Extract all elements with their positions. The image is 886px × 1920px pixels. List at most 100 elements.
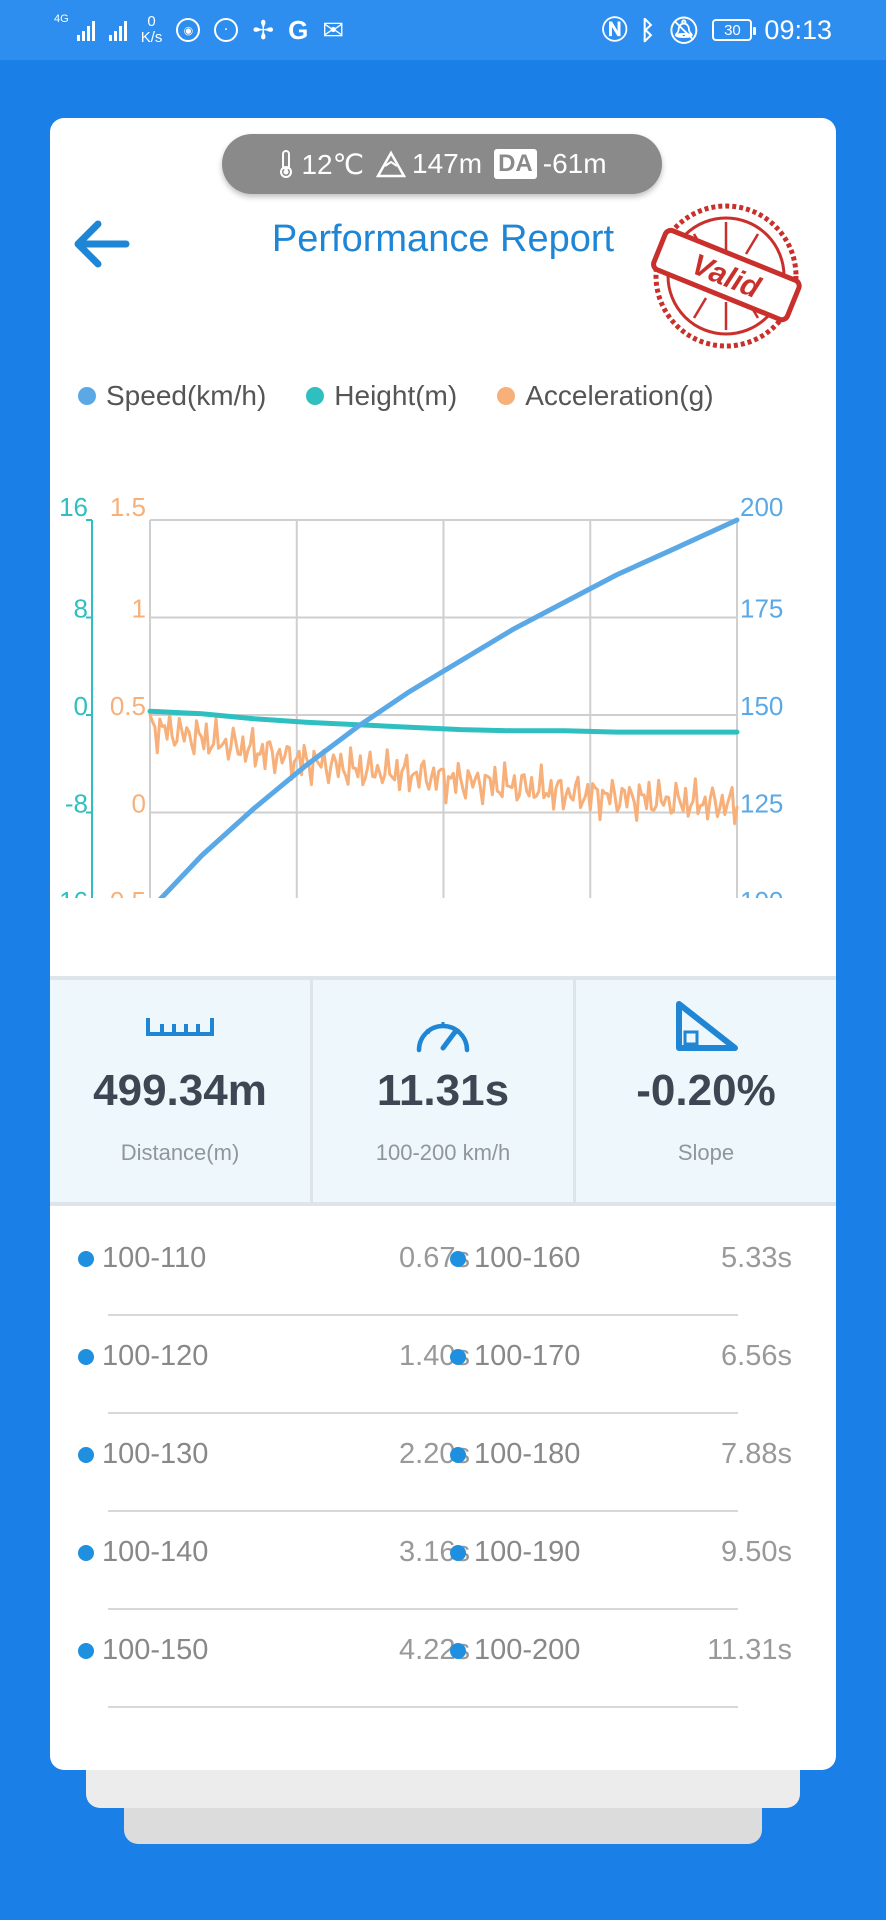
tick-label-height: 8 (74, 594, 88, 624)
network-speed-value: 0 (147, 13, 156, 30)
split-range-left: 100-120 (78, 1340, 208, 1373)
split-time-right: 9.50s (721, 1536, 792, 1568)
page-title: Performance Report (271, 218, 615, 260)
performance-chart: 16 8 0 -8 -16 1.5 1 0.5 0 -0.5 200 175 150 125 100 (50, 492, 783, 898)
bullet-icon (450, 1642, 466, 1659)
bullet-icon (78, 1250, 94, 1267)
split-range-left: 100-110 (78, 1242, 206, 1275)
row-divider (108, 1412, 738, 1414)
back-arrow-icon[interactable] (68, 214, 132, 274)
legend-acceleration-dot (497, 387, 516, 405)
density-altitude-value: -61m (542, 148, 607, 179)
bluetooth-icon: ᛒ (639, 15, 656, 45)
legend-speed[interactable]: Speed(km/h) (78, 380, 266, 412)
valid-stamp-icon: Valid (651, 203, 802, 349)
row-divider (108, 1510, 738, 1512)
range-text: 100-110 (102, 1242, 207, 1274)
split-range-right: 100-190 (450, 1536, 580, 1569)
range-text: 100-150 (102, 1634, 209, 1666)
target-icon: ◉ (176, 18, 201, 42)
distance-label: Distance(m) (120, 1140, 240, 1165)
range-text: 100-120 (102, 1340, 209, 1372)
tick-label-height: 16 (59, 492, 88, 522)
mail-icon: ✉ (322, 15, 345, 45)
split-row: 100-140 3.16s 100-190 9.50s (50, 1512, 836, 1610)
row-divider (108, 1314, 738, 1316)
tick-label-speed: 175 (740, 594, 783, 624)
signal-icon (76, 19, 95, 41)
legend-height-dot (306, 387, 325, 405)
altitude-value: 147m (412, 148, 483, 179)
stat-time: 11.31s 100-200 km/h (313, 980, 576, 1202)
split-row: 100-150 4.22s 100-200 11.31s (50, 1610, 836, 1708)
row-divider (108, 1706, 738, 1708)
split-row: 100-110 0.67s 100-160 5.33s (50, 1218, 836, 1316)
temperature: 12℃ (277, 148, 364, 181)
fan-icon: ✢ (252, 15, 275, 45)
split-range-left: 100-150 (78, 1634, 208, 1667)
tick-label-height: 0 (74, 691, 88, 721)
thermometer-icon (280, 150, 293, 178)
split-range-right: 100-160 (450, 1242, 580, 1275)
status-bar: 4G 0 K/s ◉ · ✢ G ✉ Ⓝ ᛒ 🔕︎ 30 09:13 (0, 0, 886, 60)
split-time-right: 5.33s (721, 1242, 792, 1274)
summary-stats: 499.34m Distance(m) 11.31s 100-200 km/h (50, 976, 836, 1206)
series-line-speed (157, 517, 740, 898)
row-divider (108, 1608, 738, 1610)
tick-label-speed: 100 (740, 886, 783, 898)
time-label: 100-200 km/h (375, 1140, 511, 1165)
tick-label-speed: 150 (740, 691, 783, 721)
chart-legend: Speed(km/h) Height(m) Acceleration(g) (78, 380, 754, 412)
bullet-icon (78, 1446, 94, 1463)
bullet-icon (78, 1348, 94, 1365)
slope-label: Slope (677, 1140, 735, 1165)
split-time-right: 6.56s (721, 1340, 792, 1372)
stat-slope: -0.20% Slope (576, 980, 836, 1202)
range-text: 100-130 (102, 1438, 209, 1470)
split-row: 100-130 2.20s 100-180 7.88s (50, 1414, 836, 1512)
legend-acceleration[interactable]: Acceleration(g) (497, 380, 714, 412)
bullet-icon (450, 1250, 466, 1267)
legend-speed-label: Speed(km/h) (106, 380, 267, 411)
slope-icon (676, 1001, 738, 1051)
status-right: Ⓝ ᛒ 🔕︎ 30 09:13 (602, 10, 832, 50)
distance-value: 499.34m (93, 1066, 267, 1115)
legend-height[interactable]: Height(m) (306, 380, 457, 412)
mute-icon: 🔕︎ (667, 15, 701, 45)
legend-speed-dot (78, 387, 96, 405)
altitude: 147m (376, 148, 482, 180)
nfc-icon: Ⓝ (601, 15, 628, 45)
split-range-right: 100-200 (450, 1634, 580, 1667)
range-text: 100-190 (474, 1536, 581, 1568)
app-circle-icon: · (214, 18, 239, 42)
density-altitude: DA -61m (494, 148, 607, 180)
network-speed: 0 K/s (141, 14, 163, 46)
legend-acceleration-label: Acceleration(g) (525, 380, 714, 411)
bullet-icon (450, 1544, 466, 1561)
bullet-icon (450, 1348, 466, 1365)
mountain-icon (376, 150, 407, 178)
range-text: 100-180 (474, 1438, 581, 1470)
split-time-right: 11.31s (707, 1634, 792, 1666)
report-card: 12℃ 147m DA -61m Performance Report Vali… (50, 118, 836, 1770)
tick-label-acceleration: 1.5 (110, 492, 146, 522)
bullet-icon (78, 1544, 94, 1561)
slope-value: -0.20% (636, 1066, 776, 1115)
legend-height-label: Height(m) (334, 380, 458, 411)
split-range-left: 100-140 (78, 1536, 208, 1569)
network-type: 4G (54, 13, 69, 25)
range-text: 100-170 (474, 1340, 581, 1372)
signal-icon-2 (108, 19, 127, 41)
battery-icon: 30 (712, 19, 757, 41)
clock: 09:13 (764, 14, 832, 45)
time-value: 11.31s (376, 1066, 510, 1115)
split-times-table: 100-110 0.67s 100-160 5.33s 100-120 1.40… (50, 1218, 836, 1708)
da-badge: DA (494, 149, 537, 179)
range-text: 100-140 (102, 1536, 209, 1568)
status-left: 4G 0 K/s ◉ · ✢ G ✉ (54, 10, 344, 50)
series-line-acceleration (148, 712, 739, 826)
tick-label-acceleration: 1 (132, 594, 146, 624)
temperature-value: 12℃ (301, 148, 365, 180)
tick-label-height: -8 (65, 789, 88, 819)
environment-pill: 12℃ 147m DA -61m (222, 134, 662, 194)
